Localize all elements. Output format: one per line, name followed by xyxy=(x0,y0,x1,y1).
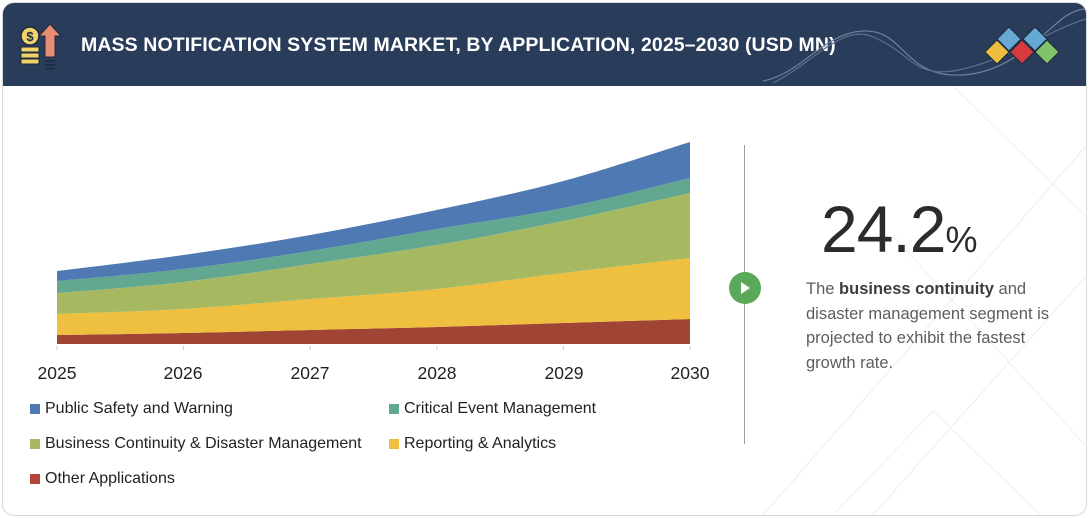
area-layer xyxy=(57,319,690,344)
legend-item-public-safety: Public Safety and Warning xyxy=(30,400,233,418)
x-axis-label: 2030 xyxy=(670,363,710,383)
highlight-description: The business continuity and disaster man… xyxy=(806,277,1066,375)
area-layer xyxy=(57,142,690,281)
area-layer xyxy=(57,258,690,335)
legend-item-critical-event: Critical Event Management xyxy=(389,400,596,418)
desc-text: The xyxy=(806,280,840,298)
x-axis-label: 2025 xyxy=(37,363,77,383)
area-layer xyxy=(57,193,690,314)
four-diamond-logo xyxy=(984,26,1060,65)
desc-text: and disaster management segment is proje… xyxy=(806,280,1050,372)
x-axis-label: 2026 xyxy=(163,363,203,383)
legend-swatch xyxy=(389,439,399,449)
play-icon xyxy=(741,282,750,294)
area-layer xyxy=(57,178,690,293)
legend-item-other-applications: Other Applications xyxy=(30,470,175,488)
page-title: MASS NOTIFICATION SYSTEM MARKET, BY APPL… xyxy=(81,34,836,56)
svg-text:$: $ xyxy=(26,29,34,44)
coins-growth-arrow-icon: $ xyxy=(20,23,63,70)
legend-label: Other Applications xyxy=(45,470,175,487)
legend-label: Business Continuity & Disaster Managemen… xyxy=(45,435,362,452)
legend-label: Reporting & Analytics xyxy=(404,435,557,452)
desc-bold-text: business continuity xyxy=(839,280,994,298)
header-bar: $ MASS NOTIFICATION SYSTEM MARKET, BY AP… xyxy=(3,3,1086,86)
legend-item-business-continuity: Business Continuity & Disaster Managemen… xyxy=(30,435,362,453)
growth-rate-value: 24.2 xyxy=(821,192,946,266)
stacked-area-chart xyxy=(56,142,691,350)
decorative-background-lines xyxy=(762,86,1086,515)
legend-swatch xyxy=(30,474,40,484)
legend-swatch xyxy=(30,439,40,449)
legend-swatch xyxy=(30,404,40,414)
legend-swatch xyxy=(389,404,399,414)
legend-item-reporting-analytics: Reporting & Analytics xyxy=(389,435,556,453)
x-axis-label: 2028 xyxy=(417,363,457,383)
growth-rate-unit: % xyxy=(945,219,978,260)
x-axis-label: 2027 xyxy=(290,363,330,383)
legend-label: Critical Event Management xyxy=(404,400,597,417)
play-button[interactable] xyxy=(729,272,761,304)
growth-rate-stat: 24.2% xyxy=(821,191,977,267)
x-axis-label: 2029 xyxy=(544,363,584,383)
legend-label: Public Safety and Warning xyxy=(45,400,233,417)
